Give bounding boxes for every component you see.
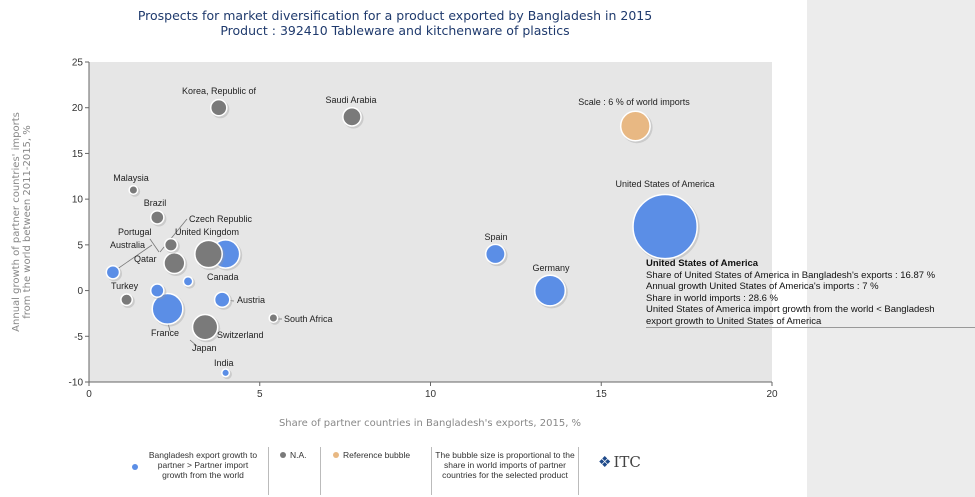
itc-logo-text: ITC (613, 453, 641, 471)
y-tick-label: -10 (69, 378, 84, 389)
legend-divider (578, 447, 579, 495)
x-tick-label: 5 (257, 389, 263, 400)
y-tick-label: 15 (72, 149, 84, 160)
y-tick-label: -5 (74, 332, 83, 343)
chart-title-block: Prospects for market diversification for… (0, 8, 790, 38)
bubble-tooltip: United States of America Share of United… (646, 258, 975, 328)
bubble-label: Switzerland (217, 330, 264, 340)
legend-item-gray[interactable]: N.A. (275, 447, 315, 495)
leader-line (149, 238, 160, 253)
y-tick-label: 25 (72, 58, 84, 69)
bubble-turkey[interactable] (120, 293, 134, 307)
bubble-label: Korea, Republic of (182, 86, 257, 96)
tooltip-line: United States of America import growth f… (646, 304, 935, 315)
bubble-labels: Czech Republic United Kingdom Portugal Aust… (110, 86, 715, 368)
bubble-united-kingdom[interactable] (194, 239, 223, 269)
bubble-label: Germany (532, 263, 570, 273)
chart-subtitle: Product : 392410 Tableware and kitchenwa… (220, 23, 570, 38)
itc-logo: ❖ ITC (598, 453, 641, 471)
y-tick-label: 5 (77, 240, 83, 251)
axis-ticks: 0 5 10 15 20 -10 -5 0 5 10 15 20 25 (69, 58, 778, 401)
legend-label: The bubble size is proportional to the s… (435, 450, 575, 480)
x-tick-label: 10 (425, 389, 437, 400)
x-axis-title: Share of partner countries in Bangladesh… (279, 418, 581, 429)
legend-item-orange[interactable]: Reference bubble (326, 447, 430, 495)
itc-mark-icon: ❖ (598, 453, 612, 471)
leader-line (189, 339, 198, 347)
bubble-label: Spain (484, 232, 507, 242)
tooltip-line: export growth to United States of Americ… (646, 316, 975, 328)
legend-item-size: The bubble size is proportional to the s… (435, 447, 575, 495)
bubble-austria[interactable] (213, 291, 231, 309)
x-tick-label: 15 (596, 389, 608, 400)
gray-dot-icon (280, 452, 286, 458)
y-axis-title-line1: Annual growth of partner countries' impo… (11, 112, 22, 332)
bubble-label: Canada (207, 272, 239, 282)
bubble-label: Czech Republic (189, 214, 253, 224)
bubble-unlabeled[interactable] (163, 252, 186, 275)
tooltip-line: Share in world imports : 28.6 % (646, 292, 779, 304)
bubble-czech-republic[interactable] (182, 276, 194, 287)
x-tick-label: 0 (86, 389, 92, 400)
y-axis-title-line2: from the world between 2011-2015, % (22, 125, 33, 319)
bubble-label: Portugal (118, 227, 152, 237)
bubble-label: Saudi Arabia (325, 95, 376, 105)
legend-item-blue[interactable]: Bangladesh export growth to partner > Pa… (120, 447, 265, 495)
chart-title: Prospects for market diversification for… (137, 8, 653, 23)
bubble-france[interactable] (151, 292, 184, 325)
legend-divider (268, 447, 269, 495)
y-tick-label: 0 (77, 286, 83, 297)
bubble-switzerland[interactable] (191, 313, 219, 341)
bubble-india[interactable] (221, 368, 231, 378)
orange-dot-icon (333, 452, 339, 458)
bubble-korea-republic-of[interactable] (209, 98, 228, 117)
bubble-label: United Kingdom (175, 227, 239, 237)
legend-label: N.A. (290, 450, 307, 460)
bubble-united-states-of-america[interactable] (632, 193, 698, 260)
legend-divider (431, 447, 432, 495)
bubble-portugal[interactable] (149, 283, 165, 298)
side-panel (807, 0, 975, 497)
bubble-south-africa[interactable] (268, 313, 279, 323)
bubble-qatar[interactable] (163, 237, 179, 252)
bubble-spain[interactable] (484, 243, 506, 265)
bubble-label: Brazil (144, 198, 167, 208)
legend-label: Reference bubble (343, 450, 411, 460)
bubble-label: Qatar (134, 254, 157, 264)
legend-divider (320, 447, 321, 495)
x-tick-label: 20 (766, 389, 778, 400)
bubble-label: South Africa (284, 314, 333, 324)
bubble-label: France (151, 328, 179, 338)
legend-label: Bangladesh export growth to partner > Pa… (148, 450, 258, 480)
blue-dot-icon (132, 464, 138, 470)
bubble-label: Malaysia (113, 173, 149, 183)
bubble-label: Turkey (111, 281, 139, 291)
bubble-label: Scale : 6 % of world imports (578, 97, 690, 107)
bubble-label: Australia (110, 240, 145, 250)
bubble-label: United States of America (615, 179, 714, 189)
bubble-saudi-arabia[interactable] (342, 107, 362, 127)
tooltip-line: Annual growth United States of America's… (646, 281, 879, 292)
bubble-label: Japan (192, 343, 217, 353)
y-tick-label: 10 (72, 195, 84, 206)
tooltip-title: United States of America (646, 258, 759, 269)
bubble-malaysia[interactable] (128, 185, 139, 195)
tooltip-line: Share of United States of America in Ban… (646, 269, 936, 281)
bubble-label: Austria (237, 295, 265, 305)
bubble-scale-6-of-world-imports[interactable] (619, 110, 651, 142)
bubble-brazil[interactable] (149, 210, 165, 225)
bubble-label: India (214, 358, 234, 368)
bubble-australia[interactable] (105, 264, 121, 280)
bubble-germany[interactable] (533, 274, 567, 307)
y-tick-label: 20 (72, 103, 84, 114)
bubbles (105, 98, 700, 380)
